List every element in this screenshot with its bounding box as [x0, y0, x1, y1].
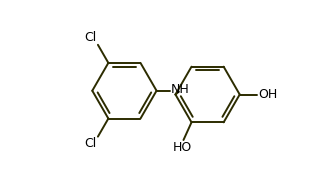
Text: HO: HO	[173, 141, 192, 154]
Text: Cl: Cl	[85, 137, 97, 150]
Text: NH: NH	[171, 83, 190, 96]
Text: Cl: Cl	[85, 31, 97, 44]
Text: OH: OH	[258, 88, 278, 101]
